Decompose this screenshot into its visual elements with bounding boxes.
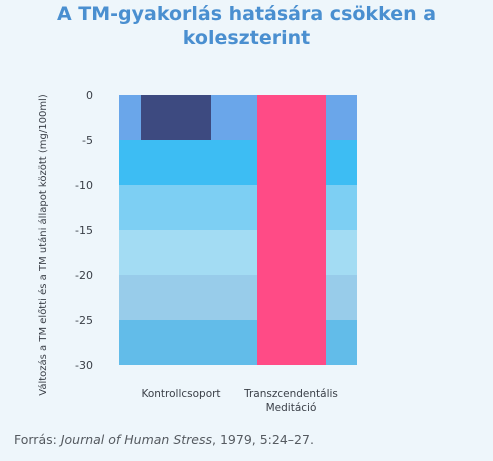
bar-transzcendentalis-meditacio xyxy=(257,95,326,365)
y-tick-label: -15 xyxy=(75,224,93,237)
source-prefix: Forrás: xyxy=(14,432,61,447)
x-category-label: Transzcendentális xyxy=(243,388,338,400)
y-tick-label: -20 xyxy=(75,269,93,282)
source-suffix: , 1979, 5:24–27. xyxy=(212,432,314,447)
y-axis-label: Változás a TM előtti és a TM utáni állap… xyxy=(37,94,49,396)
x-category-label: Kontrollcsoport xyxy=(141,388,220,400)
chart-title-line-1: A TM-gyakorlás hatására csökken a xyxy=(56,3,437,25)
y-tick-label: -5 xyxy=(82,134,93,147)
y-tick-label: 0 xyxy=(86,89,93,102)
y-tick-label: -10 xyxy=(75,179,93,192)
source-citation: Forrás: Journal of Human Stress, 1979, 5… xyxy=(14,432,314,447)
y-tick-label: -25 xyxy=(75,314,93,327)
x-category-label: Meditáció xyxy=(266,402,317,414)
bar-kontrollcsoport xyxy=(141,95,211,140)
chart-title: A TM-gyakorlás hatására csökken a kolesz… xyxy=(0,2,493,50)
y-tick-label: -30 xyxy=(75,359,93,372)
chart-title-line-2: koleszterint xyxy=(182,27,311,49)
source-journal: Journal of Human Stress xyxy=(60,432,213,447)
